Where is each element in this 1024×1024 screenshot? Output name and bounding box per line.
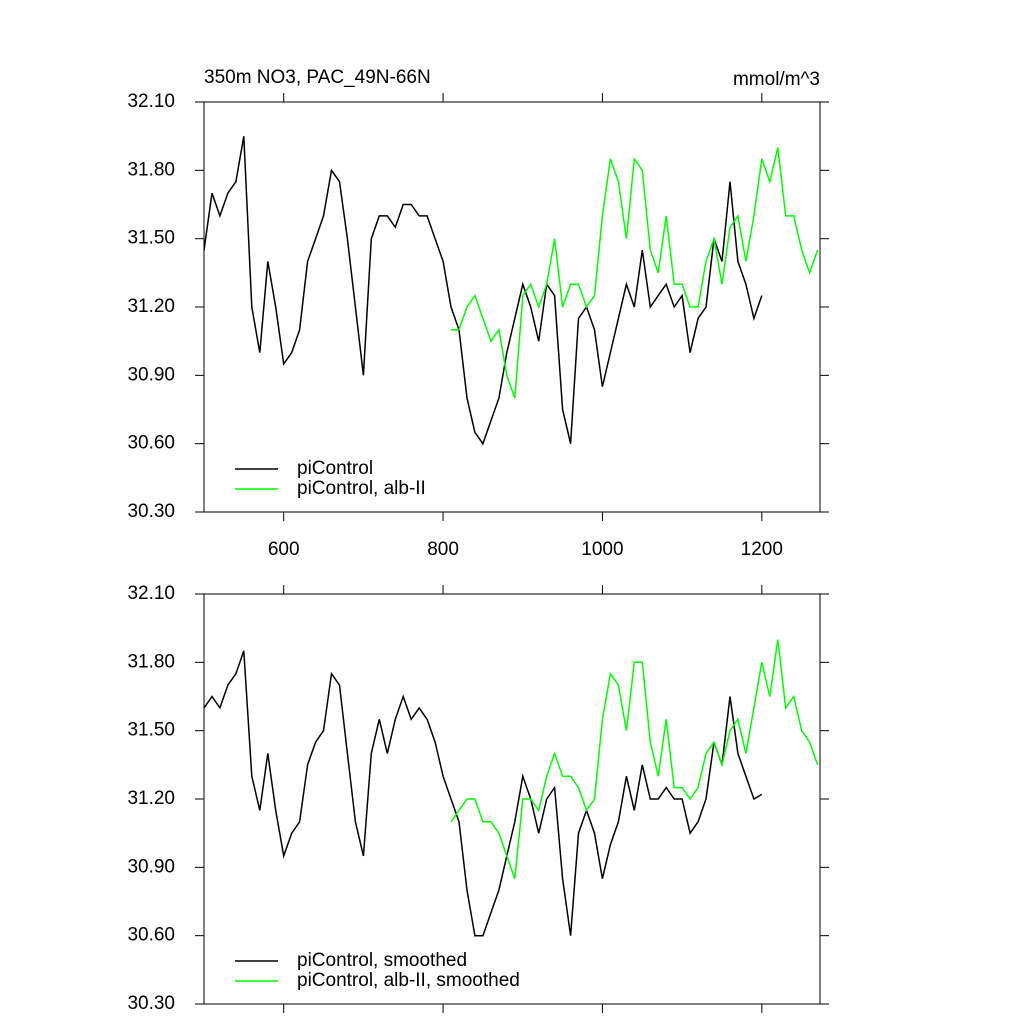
x-tick-label: 800 <box>427 539 459 560</box>
x-tick-label: 1000 <box>581 539 623 560</box>
chart-title: 350m NO3, PAC_49N-66N <box>204 67 431 88</box>
plot-frame <box>203 593 821 1005</box>
data-line <box>451 147 819 399</box>
legend-label: piControl, smoothed <box>297 950 467 971</box>
plot-frame <box>203 101 821 513</box>
y-tick-label: 30.60 <box>127 925 175 946</box>
y-tick-label: 31.20 <box>127 788 175 809</box>
x-tick-label: 1200 <box>741 539 783 560</box>
x-tick-label: 600 <box>268 539 300 560</box>
data-line <box>203 136 763 446</box>
legend-label: piControl, alb-II <box>297 478 426 499</box>
y-tick-label: 32.10 <box>127 91 175 112</box>
legend-label: piControl, alb-II, smoothed <box>297 970 520 991</box>
y-tick-label: 30.60 <box>127 433 175 454</box>
y-tick-label: 31.80 <box>127 651 175 672</box>
y-tick-label: 30.30 <box>127 993 175 1014</box>
y-tick-label: 31.80 <box>127 159 175 180</box>
y-tick-label: 31.50 <box>127 228 175 249</box>
y-tick-label: 30.30 <box>127 501 175 522</box>
data-line <box>203 650 763 937</box>
units-label: mmol/m^3 <box>733 69 820 90</box>
data-line <box>450 639 819 879</box>
y-tick-label: 30.90 <box>127 364 175 385</box>
legend-label: piControl <box>297 458 373 479</box>
y-tick-label: 31.50 <box>127 720 175 741</box>
y-tick-label: 31.20 <box>127 296 175 317</box>
y-tick-label: 30.90 <box>127 856 175 877</box>
y-tick-label: 32.10 <box>127 583 175 604</box>
